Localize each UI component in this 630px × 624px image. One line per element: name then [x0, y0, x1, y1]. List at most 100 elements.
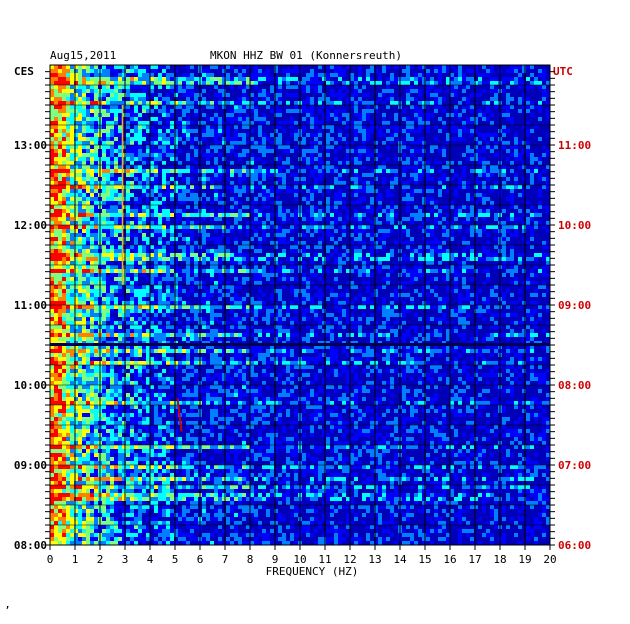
heatmap-cell — [162, 193, 166, 197]
heatmap-cell — [302, 265, 306, 269]
heatmap-cell — [142, 225, 146, 229]
heatmap-cell — [102, 245, 106, 249]
heatmap-cell — [110, 253, 114, 257]
heatmap-cell — [386, 273, 390, 277]
heatmap-cell — [342, 181, 346, 185]
heatmap-cell — [250, 301, 254, 305]
heatmap-cell — [282, 161, 286, 165]
heatmap-cell — [234, 301, 238, 305]
heatmap-cell — [178, 85, 182, 89]
heatmap-cell — [158, 245, 162, 249]
heatmap-cell — [310, 197, 314, 201]
heatmap-cell — [302, 301, 306, 305]
heatmap-cell — [266, 173, 270, 177]
heatmap-cell — [482, 297, 486, 301]
heatmap-cell — [374, 101, 378, 105]
heatmap-cell — [186, 185, 190, 189]
heatmap-cell — [86, 297, 90, 301]
heatmap-cell — [406, 73, 410, 77]
heatmap-cell — [174, 221, 178, 225]
heatmap-cell — [202, 185, 206, 189]
heatmap-cell — [534, 209, 538, 213]
heatmap-cell — [410, 105, 414, 109]
heatmap-cell — [170, 125, 174, 129]
heatmap-cell — [426, 233, 430, 237]
heatmap-cell — [282, 177, 286, 181]
heatmap-cell — [134, 85, 138, 89]
heatmap-cell — [538, 73, 542, 77]
heatmap-cell — [378, 237, 382, 241]
heatmap-cell — [110, 221, 114, 225]
heatmap-cell — [318, 321, 322, 325]
heatmap-cell — [278, 241, 282, 245]
heatmap-cell — [166, 121, 170, 125]
heatmap-cell — [94, 201, 98, 205]
heatmap-cell — [510, 69, 514, 73]
heatmap-cell — [218, 89, 222, 93]
heatmap-cell — [214, 301, 218, 305]
heatmap-cell — [62, 153, 66, 157]
heatmap-cell — [122, 301, 126, 305]
heatmap-cell — [194, 221, 198, 225]
heatmap-cell — [190, 229, 194, 233]
heatmap-cell — [454, 113, 458, 117]
heatmap-cell — [86, 125, 90, 129]
heatmap-cell — [142, 189, 146, 193]
heatmap-cell — [138, 177, 142, 181]
heatmap-cell — [118, 185, 122, 189]
heatmap-cell — [458, 309, 462, 313]
heatmap-cell — [266, 217, 270, 221]
heatmap-cell — [110, 321, 114, 325]
heatmap-cell — [206, 309, 210, 313]
heatmap-cell — [290, 317, 294, 321]
heatmap-cell — [58, 193, 62, 197]
heatmap-cell — [50, 289, 54, 293]
heatmap-cell — [134, 133, 138, 137]
heatmap-cell — [470, 121, 474, 125]
heatmap-cell — [318, 165, 322, 169]
heatmap-cell — [234, 277, 238, 281]
heatmap-cell — [62, 101, 66, 105]
heatmap-cell — [214, 137, 218, 141]
heatmap-cell — [358, 145, 362, 149]
heatmap-cell — [90, 301, 94, 305]
heatmap-cell — [502, 245, 506, 249]
heatmap-cell — [386, 205, 390, 209]
heatmap-cell — [54, 217, 58, 221]
heatmap-cell — [502, 225, 506, 229]
heatmap-cell — [86, 169, 90, 173]
heatmap-cell — [274, 201, 278, 205]
heatmap-cell — [302, 109, 306, 113]
heatmap-cell — [90, 189, 94, 193]
heatmap-cell — [122, 201, 126, 205]
heatmap-cell — [322, 113, 326, 117]
heatmap-cell — [450, 129, 454, 133]
heatmap-cell — [150, 69, 154, 73]
heatmap-cell — [90, 281, 94, 285]
heatmap-cell — [114, 161, 118, 165]
heatmap-cell — [246, 153, 250, 157]
heatmap-cell — [546, 149, 550, 153]
heatmap-cell — [94, 65, 98, 69]
heatmap-cell — [506, 157, 510, 161]
heatmap-cell — [482, 133, 486, 137]
heatmap-cell — [70, 209, 74, 213]
heatmap-cell — [214, 241, 218, 245]
heatmap-cell — [250, 153, 254, 157]
heatmap-cell — [390, 89, 394, 93]
heatmap-cell — [386, 169, 390, 173]
heatmap-cell — [414, 269, 418, 273]
heatmap-cell — [314, 121, 318, 125]
heatmap-cell — [394, 65, 398, 69]
heatmap-cell — [74, 301, 78, 305]
heatmap-cell — [238, 177, 242, 181]
heatmap-cell — [110, 157, 114, 161]
heatmap-cell — [266, 73, 270, 77]
heatmap-cell — [274, 97, 278, 101]
heatmap-cell — [110, 145, 114, 149]
heatmap-cell — [326, 73, 330, 77]
heatmap-cell — [358, 189, 362, 193]
heatmap-cell — [422, 145, 426, 149]
heatmap-cell — [286, 73, 290, 77]
heatmap-cell — [510, 253, 514, 257]
